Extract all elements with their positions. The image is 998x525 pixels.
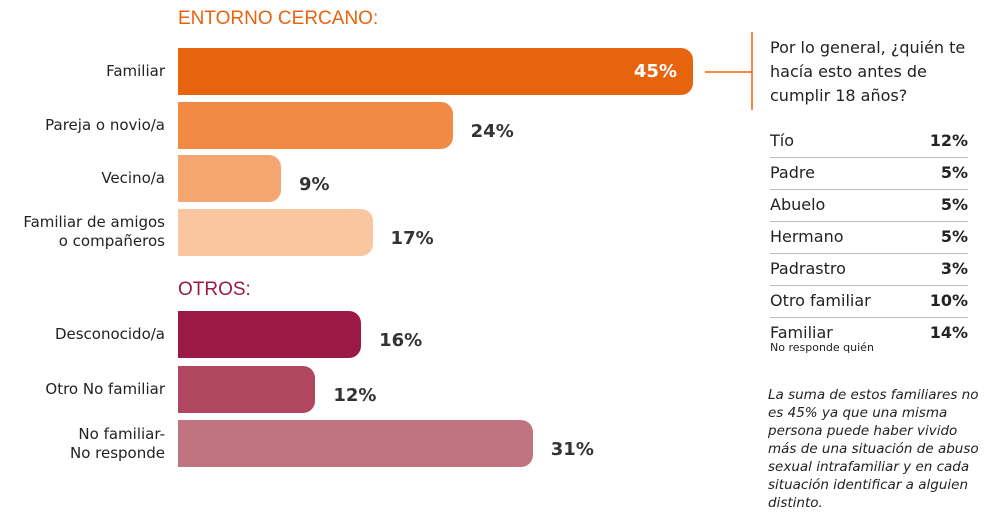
row-value: 5%: [940, 163, 968, 182]
value-label: 9%: [299, 174, 330, 195]
row-label-wrap: Padre: [770, 163, 815, 182]
row-label: Otro familiar: [770, 291, 871, 310]
row-label: Padrastro: [770, 259, 846, 278]
row-label-wrap: Otro familiar: [770, 291, 871, 310]
bar: [178, 365, 316, 413]
category-label: Pareja o novio/a: [45, 115, 165, 134]
group-title: OTROS:: [178, 279, 251, 300]
row-value: 10%: [929, 291, 968, 310]
table-row: Abuelo 5%: [770, 195, 968, 222]
table-row: Padre 5%: [770, 163, 968, 190]
category-label: No familiar- No responde: [69, 424, 165, 462]
value-label: 17%: [390, 227, 434, 249]
bar: [178, 420, 533, 467]
bar: [178, 48, 693, 95]
bar: [178, 208, 373, 256]
value-label: 16%: [379, 330, 423, 351]
category-label: Otro No familiar: [45, 379, 165, 398]
row-label-wrap: Tío: [770, 131, 794, 150]
row-value: 14%: [929, 323, 968, 342]
row-value: 3%: [940, 259, 968, 278]
bar: [178, 101, 453, 149]
category-label: Desconocido/a: [54, 325, 165, 343]
table-row: Tío 12%: [770, 131, 968, 158]
row-label-wrap: Padrastro: [770, 259, 846, 278]
row-value: 5%: [940, 195, 968, 214]
row-label: Hermano: [770, 227, 844, 246]
bar: [178, 311, 362, 358]
table-row: Familiar No responde quién 14%: [770, 323, 968, 354]
table-row: Padrastro 3%: [770, 259, 968, 286]
row-label: Familiar: [770, 323, 833, 342]
category-label: Familiar de amigos o compañeros: [23, 213, 165, 250]
value-label: 45%: [633, 61, 677, 82]
bar: [178, 155, 281, 202]
table-row: Otro familiar 10%: [770, 291, 968, 318]
value-label: 24%: [470, 120, 514, 142]
category-label: Familiar: [106, 62, 165, 80]
row-label-wrap: Familiar No responde quién: [770, 323, 874, 354]
row-sublabel: No responde quién: [770, 341, 874, 354]
row-value: 12%: [929, 131, 968, 150]
question: Por lo general, ¿quién te hacía esto ant…: [770, 38, 966, 105]
row-label: Abuelo: [770, 195, 826, 214]
group-title: ENTORNO CERCANO:: [178, 8, 379, 29]
row-value: 5%: [940, 227, 968, 246]
note: La suma de estos familiares no es 45% ya…: [768, 387, 979, 511]
value-label: 12%: [333, 384, 377, 406]
row-label-wrap: Abuelo: [770, 195, 825, 214]
row-label: Padre: [770, 163, 815, 182]
table-row: Hermano 5%: [770, 227, 968, 254]
row-label-wrap: Hermano: [770, 227, 844, 246]
row-label: Tío: [770, 131, 795, 150]
value-label: 31%: [550, 439, 594, 460]
category-label: Vecino/a: [101, 169, 165, 187]
